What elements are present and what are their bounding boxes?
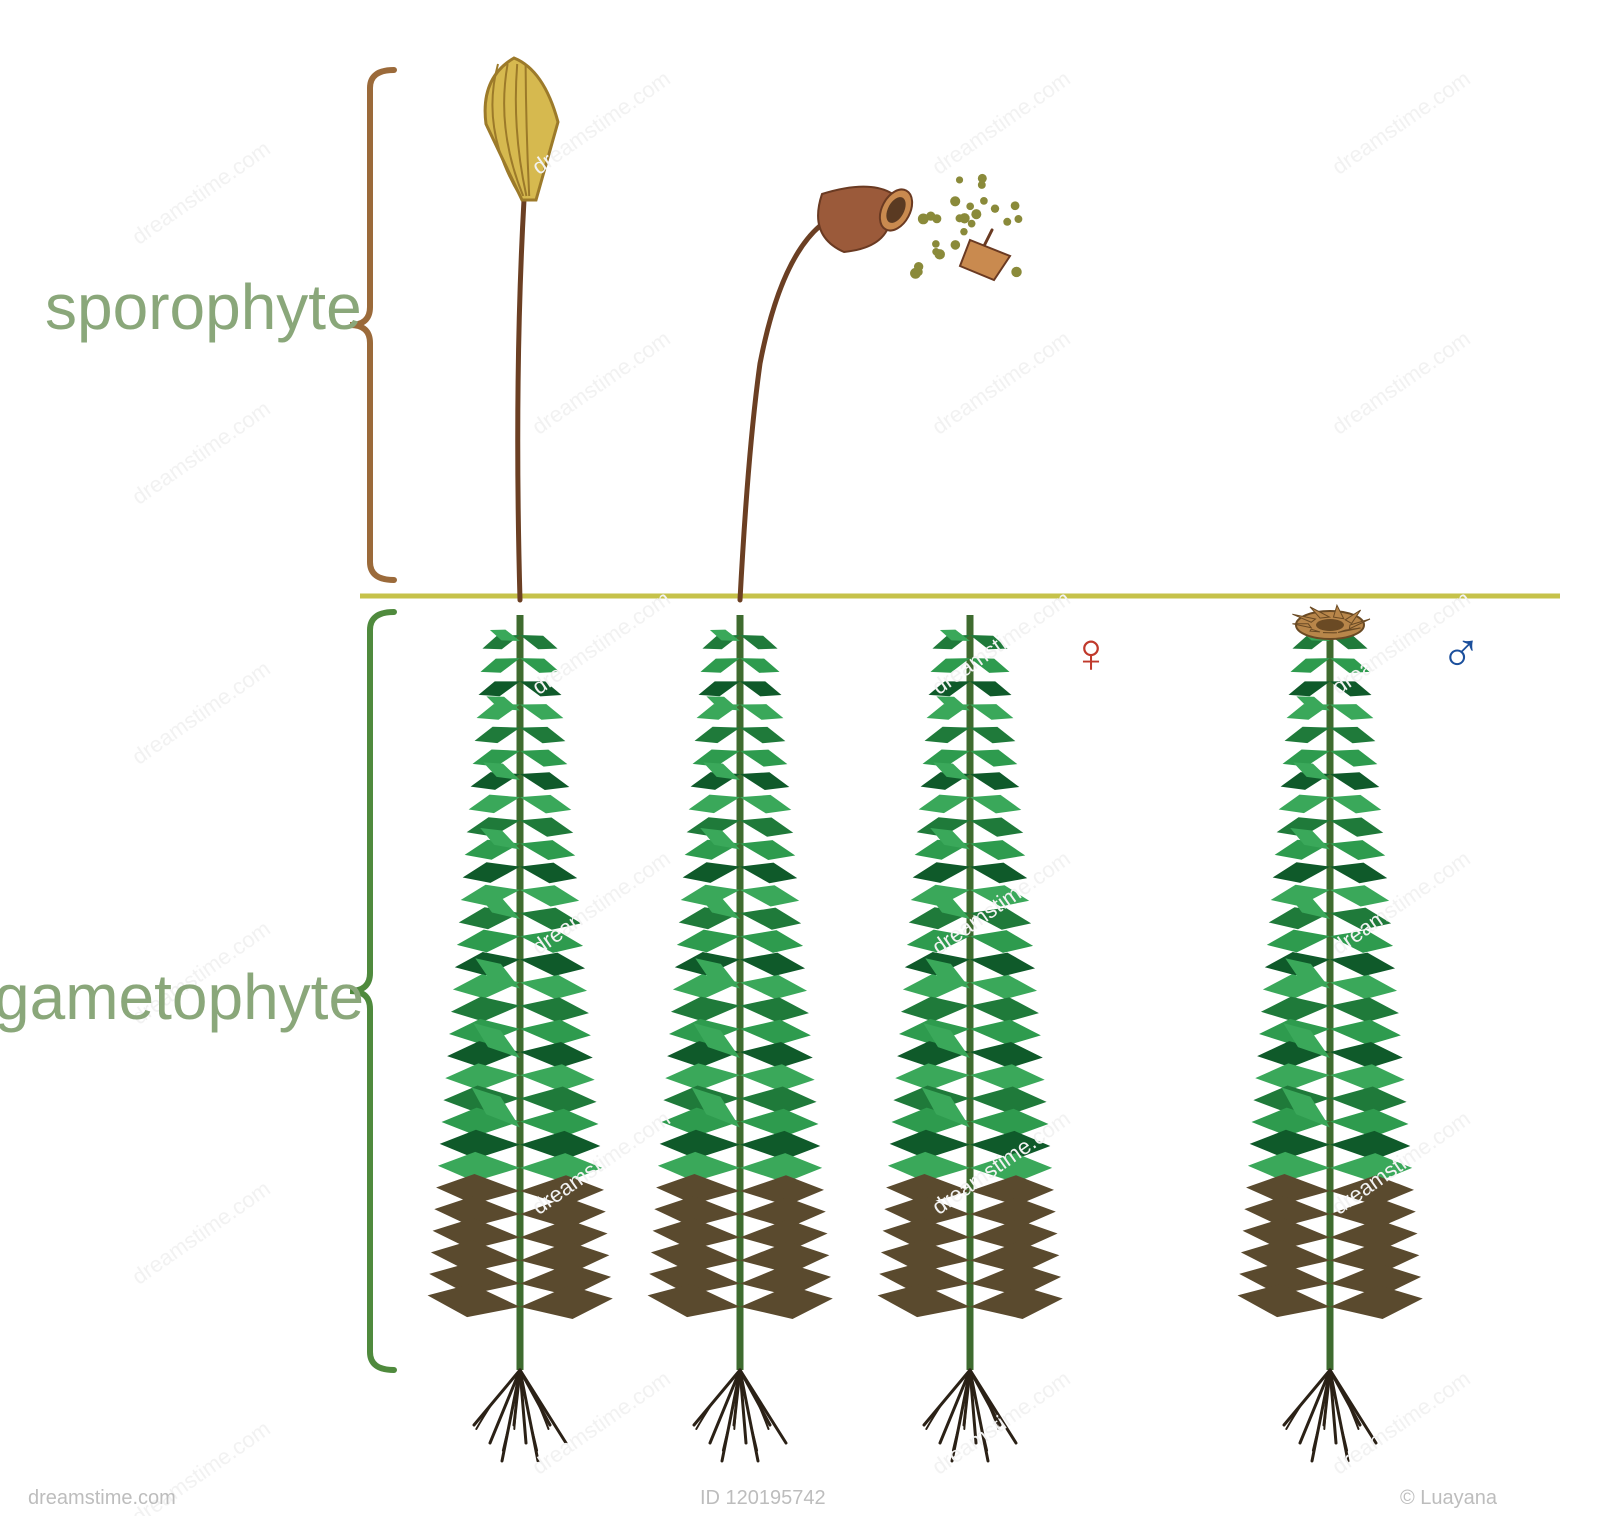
moss-diagram-svg bbox=[0, 0, 1600, 1516]
seta-right bbox=[740, 223, 860, 600]
footer-center: ID 120195742 bbox=[700, 1487, 826, 1510]
footer-left: dreamstime.com bbox=[28, 1487, 176, 1510]
male-symbol: ♂ bbox=[1440, 620, 1482, 685]
seta-left bbox=[518, 200, 524, 600]
operculum bbox=[960, 240, 1010, 280]
gametophyte-plant bbox=[1238, 605, 1423, 1370]
rhizoids bbox=[924, 1370, 1016, 1461]
rhizoids bbox=[1284, 1370, 1376, 1461]
rhizoids bbox=[694, 1370, 786, 1461]
female-symbol: ♀ bbox=[1070, 620, 1112, 685]
diagram-stage: dreamstime.comdreamstime.comdreamstime.c… bbox=[0, 0, 1600, 1516]
gametophyte-plant bbox=[648, 615, 833, 1370]
rhizoids bbox=[474, 1370, 566, 1461]
gametophyte-plant bbox=[878, 615, 1063, 1370]
footer-right: © Luayana bbox=[1400, 1487, 1497, 1510]
calyptra bbox=[485, 58, 558, 200]
gametophyte-plant bbox=[428, 615, 613, 1370]
gametophyte-label: gametophyte bbox=[0, 960, 364, 1034]
sporophyte-label: sporophyte bbox=[45, 270, 362, 344]
